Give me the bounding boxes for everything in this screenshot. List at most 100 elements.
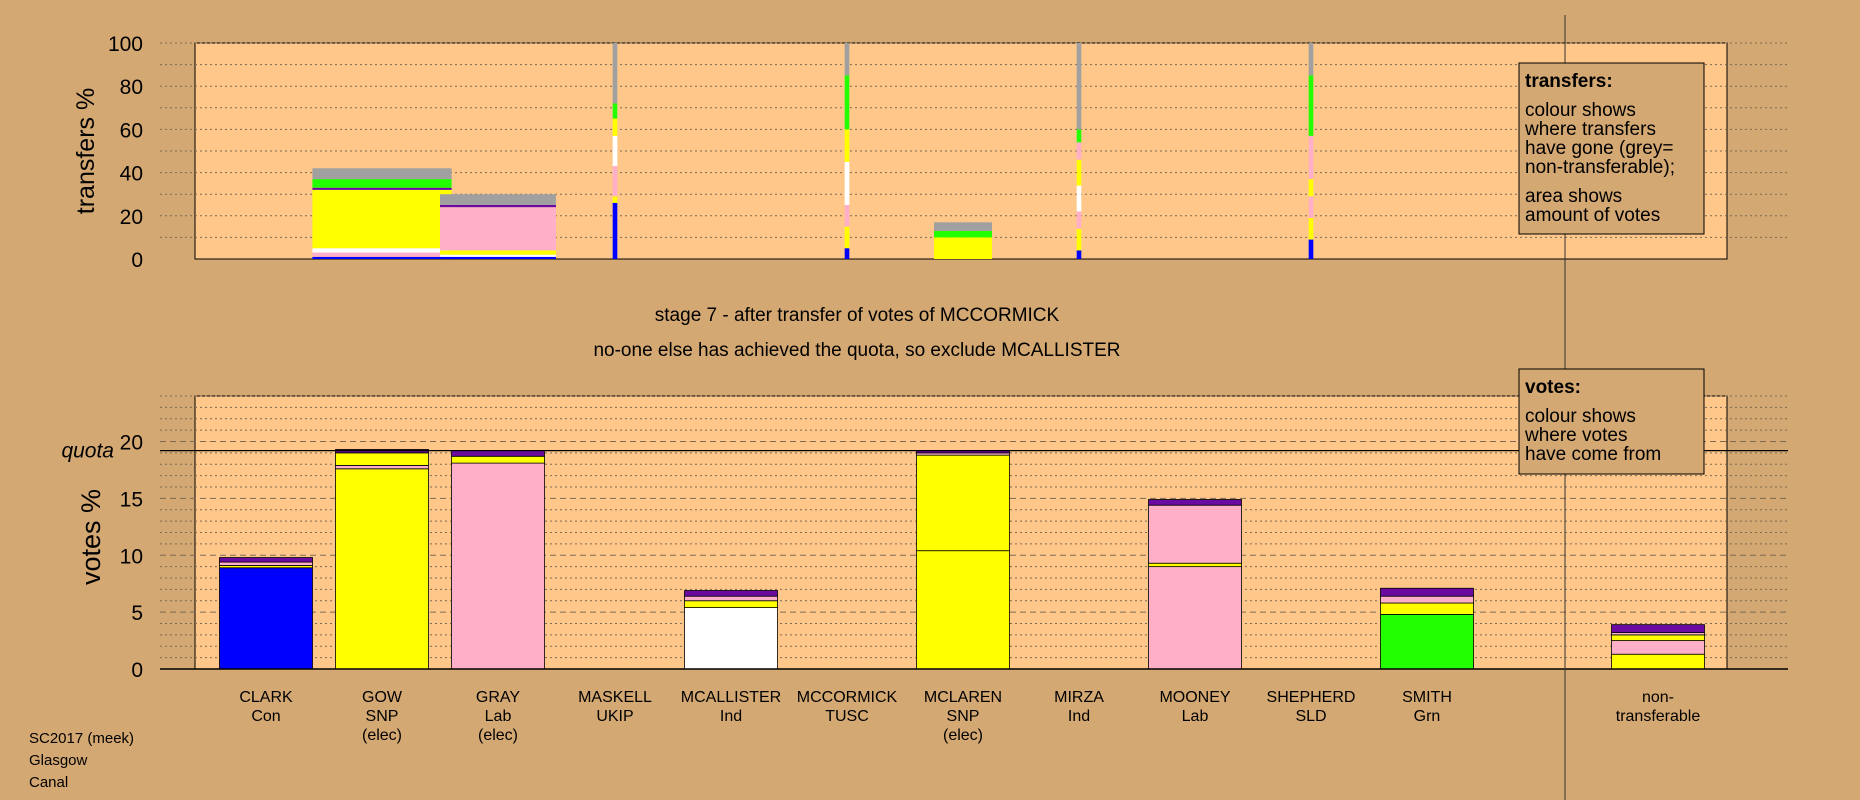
transfer-segment (312, 256, 452, 259)
transfer-segment (844, 75, 850, 130)
category-label-party: Grn (1414, 708, 1441, 725)
category-label-name: MCALLISTER (681, 689, 781, 706)
vote-segment (1148, 566, 1242, 670)
votes-y-tick-label: 5 (131, 602, 143, 625)
nontransferable-label-line-2: transferable (1616, 708, 1701, 725)
transfers-legend-box (1518, 62, 1705, 235)
transfers-legend-line-4: non-transferable); (1525, 157, 1675, 178)
transfers-bars (312, 43, 1314, 259)
vote-segment (1380, 595, 1474, 604)
vote-segment (219, 557, 313, 563)
footer-line-1: SC2017 (meek) (29, 730, 134, 747)
transfer-segment (312, 187, 452, 190)
category-label-party: SLD (1295, 708, 1326, 725)
transfers-y-axis-label: transfers % (72, 88, 100, 214)
vote-segment (1380, 602, 1474, 615)
vote-segment (1380, 587, 1474, 597)
category-label-party: Lab (485, 708, 512, 725)
votes-y-tick-label: 15 (120, 488, 143, 511)
transfer-segment (1076, 250, 1082, 259)
transfer-segment (1076, 43, 1082, 130)
vote-segment (451, 450, 545, 457)
nontransferable-label-line-1: non- (1642, 689, 1674, 706)
transfer-segment (1308, 196, 1314, 218)
transfers-legend-line-1: colour shows (1525, 100, 1636, 121)
transfer-segment (612, 166, 618, 197)
category-label-party: Ind (720, 708, 742, 725)
stage-line-1: stage 7 - after transfer of votes of MCC… (655, 305, 1060, 326)
vote-segment (1148, 499, 1242, 506)
transfer-segment (1308, 179, 1314, 197)
transfer-segment (1076, 142, 1082, 160)
category-label-party: UKIP (596, 708, 633, 725)
transfer-segment (844, 129, 850, 162)
votes-legend-line-2: where votes (1524, 425, 1627, 446)
vote-segment (335, 468, 429, 670)
transfers-y-tick-label: 100 (108, 33, 143, 56)
votes-legend-line-3: have come from (1525, 444, 1661, 465)
category-label-name: SHEPHERD (1267, 689, 1356, 706)
vote-segment (335, 452, 429, 466)
transfer-segment (612, 103, 618, 119)
category-label-party: TUSC (825, 708, 869, 725)
transfer-segment (312, 168, 452, 180)
transfer-segment (440, 250, 556, 255)
transfers-y-ticks: 0 20 40 60 80 100 (108, 33, 143, 272)
footer-line-3: Canal (29, 774, 68, 791)
transfer-segment (612, 202, 618, 259)
transfers-y-tick-label: 0 (131, 249, 143, 272)
transfer-segment (612, 118, 618, 136)
category-label-party: Ind (1068, 708, 1090, 725)
category-label-party: Con (251, 708, 280, 725)
footer-line-2: Glasgow (29, 752, 88, 769)
vote-segment (684, 590, 778, 597)
vote-segment (1611, 624, 1705, 634)
transfer-segment (844, 161, 850, 205)
transfer-segment (1076, 228, 1082, 251)
votes-y-axis-label: votes % (76, 489, 106, 585)
vote-segment (451, 455, 545, 464)
votes-chart: 0 5 10 15 20 quota votes % CLARK Con GOW SNP (el… (61, 395, 1788, 744)
transfer-segment (612, 196, 618, 203)
votes-legend-box (1518, 368, 1705, 475)
transfer-segment (1076, 159, 1082, 186)
category-label-note: (elec) (478, 727, 518, 744)
category-label-party: SNP (366, 708, 399, 725)
transfer-segment (934, 237, 992, 259)
transfer-segment (312, 179, 452, 188)
transfers-legend-line-2: where transfers (1524, 119, 1656, 140)
transfer-segment (440, 256, 556, 259)
transfer-segment (934, 230, 992, 238)
vote-segment (684, 607, 778, 670)
votes-legend-line-1: colour shows (1525, 406, 1636, 427)
votes-y-tick-label: 20 (120, 432, 143, 455)
transfers-legend-line-5: area shows (1525, 186, 1622, 207)
vote-segment (1148, 562, 1242, 568)
transfer-segment (1308, 135, 1314, 180)
transfers-legend-line-3: have gone (grey= (1525, 138, 1673, 159)
category-label-party: Lab (1182, 708, 1209, 725)
transfer-segment (1308, 239, 1314, 259)
quota-label: quota (61, 440, 114, 463)
transfer-segment (612, 135, 618, 167)
vote-segment (684, 595, 778, 602)
transfer-segment (440, 194, 556, 205)
transfers-y-tick-label: 20 (120, 206, 143, 229)
transfer-segment (934, 222, 992, 231)
transfer-segment (440, 207, 556, 251)
votes-bars (219, 449, 1705, 670)
category-label-name: MIRZA (1054, 689, 1104, 706)
vote-segment (335, 464, 429, 470)
vote-segment (1380, 614, 1474, 670)
transfer-segment (440, 254, 556, 257)
vote-segment (219, 561, 313, 566)
category-label-party: SNP (947, 708, 980, 725)
stage-line-2: no-one else has achieved the quota, so e… (593, 340, 1120, 361)
votes-gridlines (160, 395, 1788, 659)
transfer-segment (312, 248, 452, 253)
transfer-segment (440, 205, 556, 208)
vote-segment (1611, 634, 1705, 641)
transfer-segment (312, 252, 452, 257)
votes-y-tick-label: 0 (131, 659, 143, 682)
transfers-legend-line-6: amount of votes (1525, 205, 1660, 226)
